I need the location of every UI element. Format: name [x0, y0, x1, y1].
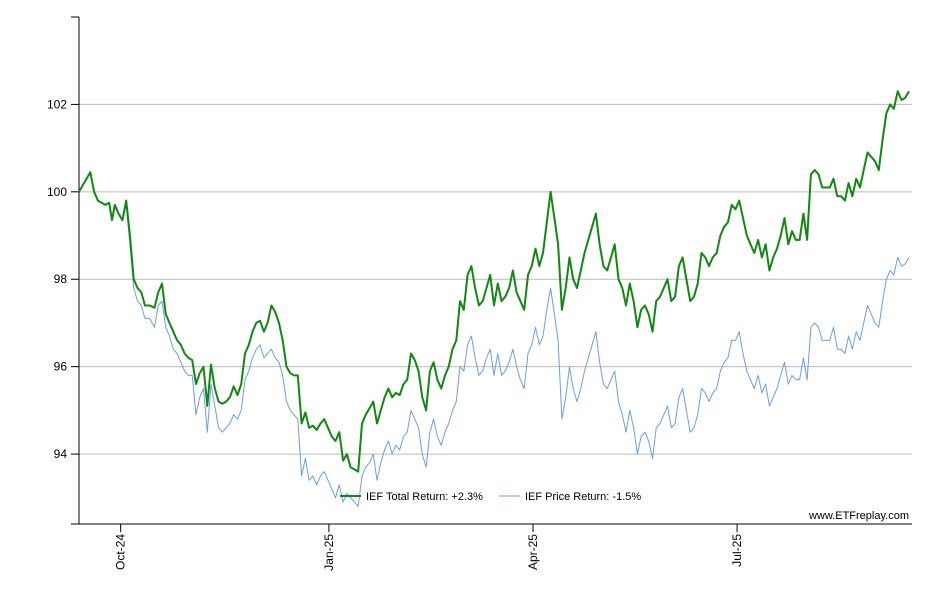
x-tick-label: Apr-25	[526, 534, 540, 570]
legend: IEF Total Return: +2.3% IEF Price Return…	[340, 491, 641, 503]
x-tick-label: Oct-24	[114, 534, 128, 570]
y-tick-label: 102	[47, 97, 67, 111]
legend-label-price: IEF Price Return: -1.5%	[525, 491, 641, 503]
gridlines	[79, 103, 912, 455]
y-tick-label: 94	[54, 447, 68, 461]
x-tick-label: Jul-25	[730, 534, 744, 567]
axes: 94 96 98 100 102 Oct-24 Jan-25 Apr-25 Jul-25	[47, 16, 912, 571]
legend-label-total: IEF Total Return: +2.3%	[366, 491, 483, 503]
series-line-total	[78, 90, 910, 473]
y-tick-label: 96	[54, 360, 68, 374]
y-tick-label: 100	[47, 185, 67, 199]
series-line-price	[78, 171, 910, 507]
series-lines	[78, 90, 910, 507]
y-tick-label: 98	[54, 272, 68, 286]
watermark: www.ETFreplay.com	[808, 510, 909, 522]
x-tick-label: Jan-25	[322, 534, 336, 571]
